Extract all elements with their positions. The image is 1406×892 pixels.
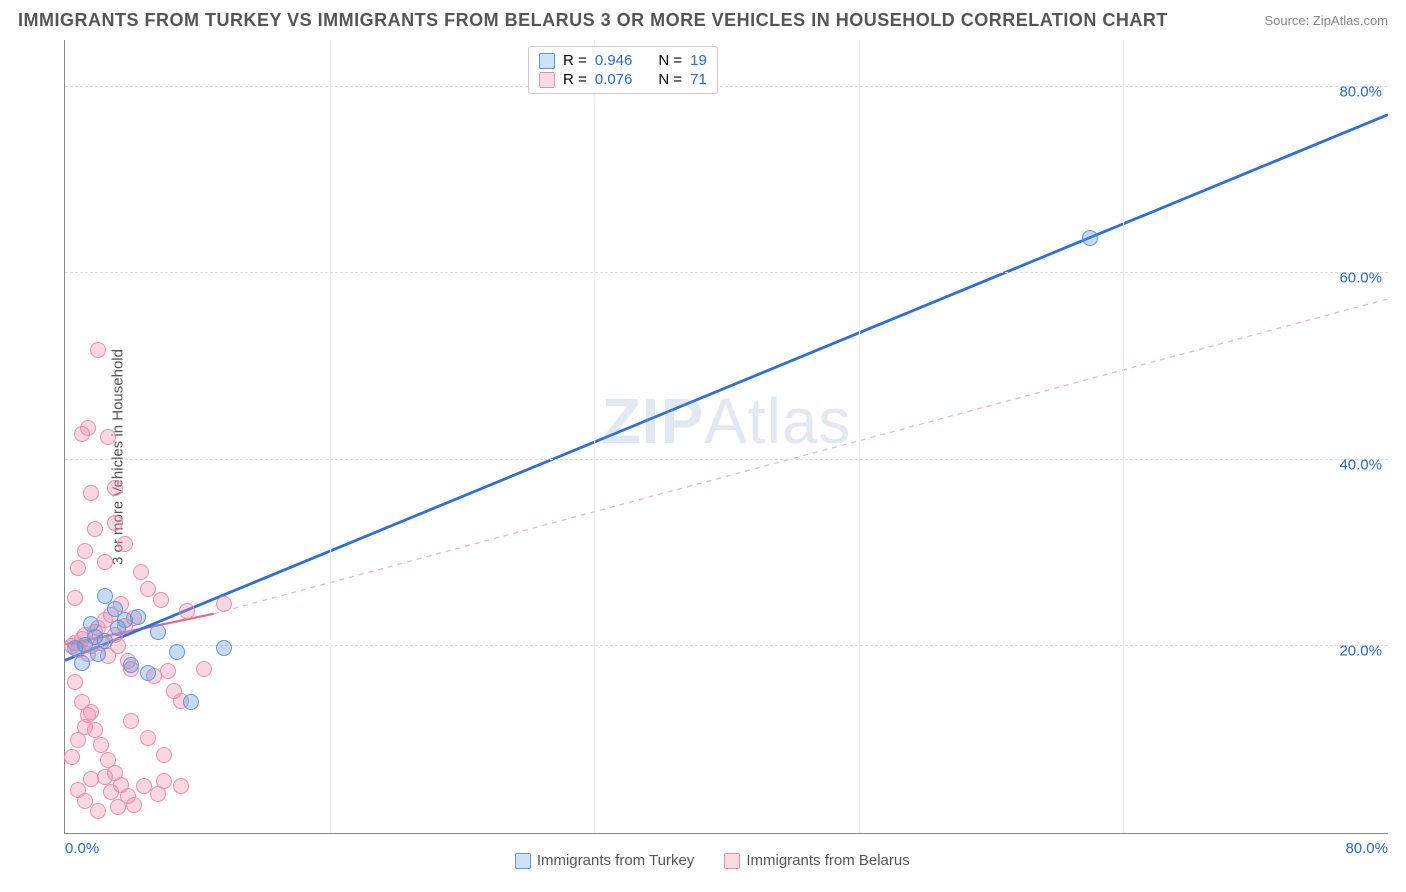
data-point [93, 737, 109, 753]
legend-stat-row: R = 0.946 N = 19 [539, 51, 707, 70]
r-value: 0.076 [595, 71, 633, 88]
gridline-v [330, 40, 331, 833]
page-title: IMMIGRANTS FROM TURKEY VS IMMIGRANTS FRO… [18, 10, 1168, 31]
gridline-h [65, 459, 1388, 460]
y-tick-label: 60.0% [1339, 270, 1382, 287]
gridline-v [859, 40, 860, 833]
data-point [74, 655, 90, 671]
legend-swatch [724, 853, 740, 869]
legend-swatch [539, 53, 555, 69]
gridline-h [65, 272, 1388, 273]
y-tick-label: 80.0% [1339, 83, 1382, 100]
data-point [117, 536, 133, 552]
r-value: 0.946 [595, 52, 633, 69]
data-point [90, 342, 106, 358]
data-point [123, 657, 139, 673]
legend-stat-row: R = 0.076 N = 71 [539, 70, 707, 89]
data-point [156, 773, 172, 789]
gridline-v [1123, 40, 1124, 833]
data-point [64, 749, 80, 765]
data-point [1082, 230, 1098, 246]
legend-swatch [539, 72, 555, 88]
data-point [110, 799, 126, 815]
trend-lines [65, 40, 1388, 833]
data-point [97, 588, 113, 604]
n-label: N = [658, 71, 682, 88]
data-point [169, 644, 185, 660]
x-tick-label: 80.0% [1345, 840, 1388, 857]
data-point [196, 661, 212, 677]
data-point [107, 601, 123, 617]
data-point [130, 609, 146, 625]
data-point [150, 624, 166, 640]
scatter-plot: ZIPAtlas R =0.946N =19R =0.076N =71 Immi… [64, 40, 1388, 834]
data-point [107, 480, 123, 496]
n-value: 71 [690, 71, 707, 88]
data-point [77, 543, 93, 559]
data-point [140, 730, 156, 746]
legend-item: Immigrants from Turkey [515, 852, 695, 869]
gridline-v [594, 40, 595, 833]
watermark: ZIPAtlas [602, 384, 852, 458]
data-point [123, 713, 139, 729]
data-point [140, 665, 156, 681]
data-point [107, 515, 123, 531]
data-point [126, 797, 142, 813]
data-point [153, 592, 169, 608]
data-point [97, 554, 113, 570]
y-tick-label: 40.0% [1339, 456, 1382, 473]
data-point [156, 747, 172, 763]
data-point [97, 769, 113, 785]
legend-swatch [515, 853, 531, 869]
data-point [77, 719, 93, 735]
data-point [90, 803, 106, 819]
data-point [160, 663, 176, 679]
gridline-h [65, 645, 1388, 646]
data-point [173, 778, 189, 794]
stats-legend: R = 0.946 N = 19 R = 0.076 N = 71 [528, 46, 718, 94]
chart-container: 3 or more Vehicles in Household ZIPAtlas… [18, 40, 1388, 874]
source-attribution: Source: ZipAtlas.com [1264, 13, 1388, 28]
n-value: 19 [690, 52, 707, 69]
data-point [133, 564, 149, 580]
data-point [90, 646, 106, 662]
data-point [216, 596, 232, 612]
data-point [67, 674, 83, 690]
n-label: N = [658, 52, 682, 69]
x-tick-label: 0.0% [65, 840, 99, 857]
r-label: R = [563, 71, 587, 88]
series-legend: Immigrants from Turkey Immigrants from Be… [515, 852, 910, 869]
data-point [83, 485, 99, 501]
data-point [70, 560, 86, 576]
data-point [67, 590, 83, 606]
data-point [216, 640, 232, 656]
data-point [183, 694, 199, 710]
data-point [80, 420, 96, 436]
data-point [140, 581, 156, 597]
data-point [83, 704, 99, 720]
y-tick-label: 20.0% [1339, 643, 1382, 660]
data-point [83, 616, 99, 632]
legend-label: Immigrants from Belarus [746, 852, 909, 869]
data-point [87, 521, 103, 537]
data-point [100, 429, 116, 445]
data-point [103, 784, 119, 800]
data-point [179, 603, 195, 619]
gridline-h [65, 86, 1388, 87]
r-label: R = [563, 52, 587, 69]
legend-item: Immigrants from Belarus [724, 852, 909, 869]
legend-label: Immigrants from Turkey [537, 852, 695, 869]
